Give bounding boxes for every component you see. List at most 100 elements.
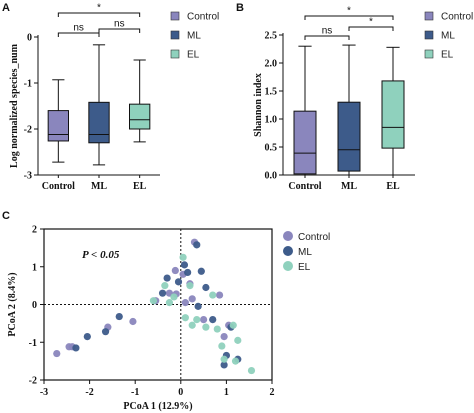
x-tick-label: -1 (131, 387, 139, 398)
point-el (209, 291, 217, 299)
p-value-annotation: P < 0.05 (82, 249, 120, 261)
point-el (181, 314, 189, 322)
y-tick-label: -2 (24, 125, 32, 136)
x-tick-label: Control (42, 181, 75, 192)
legend-swatch (424, 49, 434, 59)
legend-swatch (424, 30, 434, 40)
y-tick-label: 1 (32, 262, 37, 273)
x-tick-label: ML (341, 181, 357, 192)
y-tick-label: 2.5 (265, 31, 278, 42)
point-control (200, 316, 208, 324)
y-axis-label: Shannon index (253, 73, 264, 137)
significance-bracket (304, 35, 350, 40)
legend-label: EL (187, 50, 200, 61)
y-tick-label: 2.0 (265, 59, 278, 70)
point-el (229, 321, 237, 329)
point-el (179, 253, 187, 261)
y-tick-label: 0 (32, 300, 37, 311)
significance-label: * (347, 6, 351, 17)
x-tick-label: Control (288, 181, 321, 192)
point-ml (72, 344, 80, 352)
y-tick-label: -1 (29, 338, 37, 349)
point-control (181, 299, 189, 307)
x-tick-label: 0 (178, 387, 183, 398)
x-tick-label: 2 (270, 387, 275, 398)
y-tick-label: 1.0 (265, 115, 278, 126)
point-el (149, 297, 158, 305)
point-el (165, 299, 173, 307)
legend-label: Control (298, 232, 330, 243)
panel-letter: B (236, 2, 244, 14)
point-ml (83, 332, 91, 341)
x-tick-label: ML (91, 181, 107, 192)
legend-marker (283, 246, 293, 256)
box-el (381, 80, 405, 149)
y-tick-label: -2 (29, 376, 37, 387)
significance-bracket (304, 15, 394, 20)
legend-label: Control (187, 12, 219, 23)
x-tick-label: 1 (224, 387, 229, 398)
point-el (202, 323, 210, 331)
y-tick-label: -3 (24, 171, 32, 182)
y-tick-label: 0.5 (265, 143, 278, 154)
point-control (188, 295, 196, 303)
significance-label: ns (73, 23, 84, 34)
significance-bracket (57, 32, 100, 37)
point-el (188, 321, 196, 329)
y-tick-label: 2 (32, 225, 37, 236)
legend-swatch (170, 30, 180, 40)
panel-letter: A (2, 2, 10, 14)
point-ml (209, 316, 217, 324)
point-el (218, 342, 226, 350)
box-el (129, 103, 151, 130)
box-ml (337, 101, 361, 172)
significance-bracket (98, 28, 141, 33)
legend-label: EL (298, 262, 311, 273)
y-axis-label: Log normalized species_num (9, 43, 20, 168)
point-control (220, 332, 228, 341)
legend-label: ML (441, 31, 455, 42)
point-el (170, 293, 178, 301)
box-control (47, 110, 70, 142)
legend-swatch (424, 11, 434, 21)
box-control (293, 110, 317, 175)
point-ml (174, 278, 183, 286)
significance-label: ns (322, 26, 333, 37)
box-ml (88, 101, 110, 144)
significance-label: * (369, 17, 373, 28)
point-el (213, 325, 221, 333)
panel-a: A -3 -2 -1 0 Log normalized species_num Contro… (2, 2, 219, 192)
panel-letter: C (2, 210, 10, 222)
significance-bracket (57, 12, 141, 17)
x-tick-label: -3 (40, 387, 48, 398)
point-ml (202, 283, 210, 292)
y-axis-label: PCoA 2 (8.4%) (7, 272, 18, 336)
point-ml (193, 241, 201, 249)
point-ml (220, 361, 228, 369)
legend-label: ML (187, 31, 201, 42)
legend-swatch (170, 11, 180, 21)
point-ml (184, 268, 192, 277)
point-control (129, 317, 137, 326)
point-el (186, 282, 194, 290)
point-control (215, 291, 224, 299)
significance-label: * (97, 3, 101, 14)
x-axis-label: PCoA 1 (12.9%) (123, 401, 192, 412)
legend-label: EL (441, 50, 454, 61)
point-el (247, 366, 256, 375)
point-ml (158, 289, 167, 297)
legend-label: ML (298, 247, 312, 258)
y-tick-label: 0 (27, 33, 32, 44)
legend-marker (283, 261, 293, 271)
legend-label: Control (441, 12, 473, 23)
point-control (171, 266, 179, 275)
point-el (234, 336, 242, 344)
point-ml (163, 274, 171, 282)
x-tick-label: EL (133, 181, 147, 192)
point-ml (101, 328, 110, 336)
panel-b: B 0.0 0.5 1.0 1.5 2.0 2.5 Shannon index Control M… (236, 2, 473, 192)
point-el (161, 282, 169, 290)
y-tick-label: 0.0 (265, 171, 278, 182)
